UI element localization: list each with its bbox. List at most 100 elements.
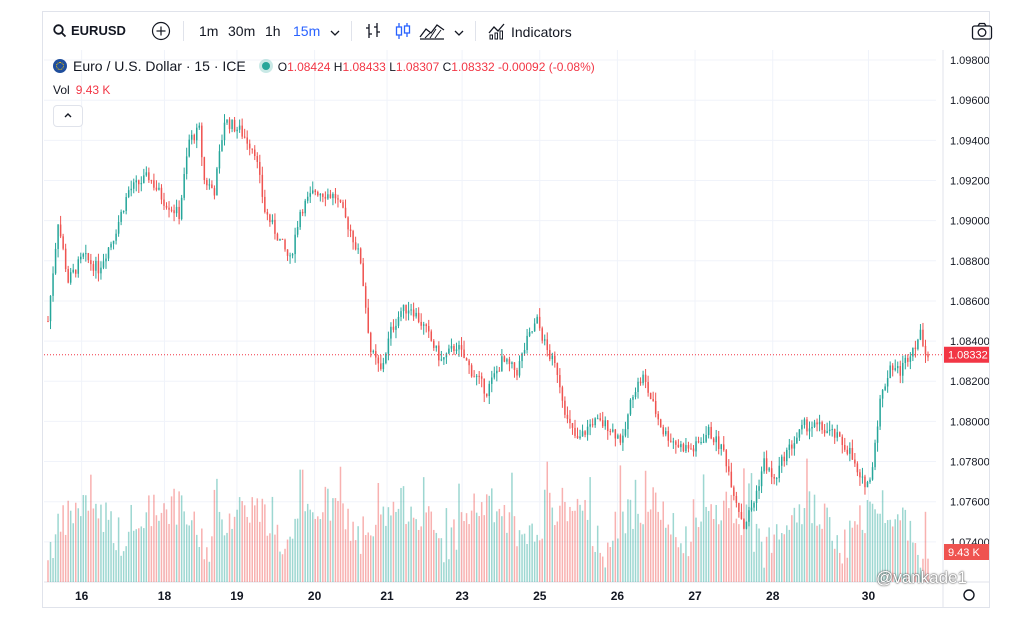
bars-icon (366, 23, 380, 38)
candle-body (478, 375, 480, 377)
area-style-button[interactable] (419, 21, 445, 41)
candle-body (450, 345, 453, 349)
volume-bar (914, 543, 917, 582)
volume-bar (513, 516, 516, 582)
volume-bar (896, 514, 899, 582)
volume-bar (884, 523, 886, 582)
low-value: 1.08307 (395, 60, 440, 74)
candle-body (662, 427, 664, 435)
candle-body (329, 194, 332, 199)
candle-body (876, 426, 879, 443)
volume-bar (702, 474, 705, 582)
candle-body (362, 263, 364, 287)
candle-body (117, 221, 120, 234)
candle-body (59, 224, 62, 237)
high-label: H (333, 60, 343, 74)
candle-body (914, 347, 917, 350)
volume-bar (780, 533, 783, 582)
volume-bar (483, 515, 485, 582)
interval-30m[interactable]: 30m (228, 23, 256, 39)
volume-bar (909, 520, 912, 582)
candle-body (531, 331, 533, 333)
volume-bar (264, 504, 266, 582)
candle-body (622, 435, 624, 443)
volume-bar (208, 561, 211, 582)
candle-body (127, 190, 130, 198)
volume-bar (485, 494, 488, 582)
volume-bar (723, 500, 725, 582)
volume-bar (69, 510, 72, 582)
candle-body (723, 444, 725, 451)
candle-body (435, 345, 438, 348)
bar-style-button[interactable] (363, 21, 383, 41)
volume-bar (231, 528, 233, 582)
volume-bar (362, 516, 364, 582)
interval-dropdown-button[interactable] (329, 24, 341, 44)
candle-body (838, 432, 841, 437)
screenshot-button[interactable] (971, 21, 993, 41)
candle-body (448, 348, 450, 354)
candle-body (392, 326, 395, 330)
candle-body (607, 420, 609, 431)
candle-body (261, 174, 264, 197)
candle-body (271, 219, 274, 223)
watermark: @vankade1 (876, 568, 967, 587)
candle-body (501, 356, 503, 372)
candle-body (317, 191, 319, 196)
interval-15m[interactable]: 15m (293, 23, 321, 39)
volume-bar (440, 538, 443, 582)
volume-bar (143, 528, 145, 582)
collapse-legend-button[interactable] (53, 105, 83, 127)
candle-body (344, 207, 347, 218)
candle-body (922, 329, 924, 346)
candle-body (279, 238, 281, 241)
candle-body (584, 431, 586, 435)
candle-body (874, 442, 876, 468)
volume-bar (501, 516, 503, 582)
volume-bar (410, 506, 412, 582)
candles-style-button[interactable] (393, 21, 413, 41)
candle-body (717, 436, 720, 450)
candle-body (836, 432, 838, 438)
interval-1h[interactable]: 1h (265, 23, 281, 39)
volume-bar (665, 527, 667, 582)
compare-add-button[interactable] (151, 21, 171, 41)
volume-bar (680, 543, 682, 582)
x-tick-label: 23 (455, 589, 469, 603)
symbol-search-button[interactable]: EURUSD (53, 21, 126, 41)
candle-body (738, 502, 740, 512)
candle-body (324, 196, 327, 199)
volume-bar (881, 490, 884, 582)
candle-body (213, 188, 216, 196)
close-value: 1.08332 (451, 60, 495, 74)
settings-gear-icon[interactable] (963, 589, 975, 601)
candle-body (80, 256, 82, 260)
volume-bar (82, 495, 85, 582)
candle-body (748, 510, 750, 522)
price-chart[interactable]: 1.09800 1.09600 1.09400 1.09200 1.09000 1.088… (43, 12, 989, 607)
candle-body (289, 255, 291, 257)
volume-bar (80, 516, 82, 582)
volume-bar (54, 534, 57, 582)
series-legend: Euro / U.S. Dollar · 15 · ICE O1.08424 H1… (53, 58, 595, 74)
volume-bar (279, 551, 281, 582)
volume-bar (841, 563, 844, 582)
candle-body (334, 193, 337, 199)
volume-tag-value: 9.43 K (948, 547, 980, 559)
indicators-button[interactable]: Indicators (487, 21, 572, 41)
volume-bar (327, 488, 329, 582)
volume-bar (173, 488, 175, 582)
volume-bar (203, 559, 206, 582)
volume-bar (193, 511, 196, 582)
volume-bar (755, 523, 758, 582)
candle-body (841, 436, 844, 445)
volume-bar (132, 530, 135, 582)
interval-1m[interactable]: 1m (199, 23, 219, 39)
candle-body (92, 264, 95, 271)
candle-body (904, 357, 907, 363)
volume-bar (367, 532, 369, 582)
candle-body (173, 210, 175, 214)
chart-type-dropdown-button[interactable] (453, 24, 465, 44)
volume-bar (667, 524, 670, 582)
candle-body (614, 429, 617, 439)
